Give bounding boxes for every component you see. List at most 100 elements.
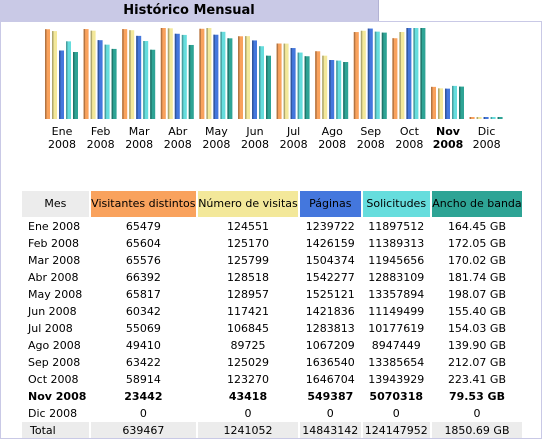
bar-visitors <box>392 38 398 120</box>
bar-hits <box>104 44 110 119</box>
bar-visitors <box>199 28 205 119</box>
bar-shadow <box>167 28 170 120</box>
bar-shadow <box>45 29 47 119</box>
cell-pages: 1421836 <box>305 304 355 318</box>
bar-shadow <box>343 62 345 119</box>
cell-month: Mar 2008 <box>28 253 81 267</box>
bar-pages <box>174 33 180 119</box>
bar-shadow <box>104 44 107 119</box>
cell-month: Ago 2008 <box>28 338 81 352</box>
table-row: Feb 2008 65604 125170 1426159 11389313 172.05… <box>22 235 522 251</box>
tick-text: 2008 <box>318 138 347 151</box>
bar-visitors <box>276 43 282 119</box>
cell-pages: 1283813 <box>305 321 355 335</box>
bar-shadow <box>438 88 440 119</box>
bar-hits <box>452 85 457 119</box>
bar-shadow <box>304 56 307 119</box>
bar-shadow <box>143 41 145 120</box>
month-tick-label: Feb 2008 <box>81 125 121 151</box>
bar-pages <box>252 40 257 119</box>
monthly-bar-chart <box>45 28 503 120</box>
table-row: Ago 2008 49410 89725 1067209 8947449 139.90 G… <box>22 337 522 353</box>
bar-visitors <box>45 29 50 119</box>
cell-month: Feb 2008 <box>28 236 79 250</box>
bar-visitors <box>353 32 359 119</box>
cell-pages: 1542277 <box>305 270 355 284</box>
bar-visitors <box>238 36 243 119</box>
month-tick-label: Jul 2008 <box>274 125 314 151</box>
cell-month: Dic 2008 <box>28 406 78 420</box>
bar-shadow <box>297 52 300 119</box>
tick-text: 2008 <box>163 138 192 151</box>
bar-shadow <box>322 55 324 119</box>
month-tick-label: Abr 2008 <box>158 125 198 151</box>
cell-visits: 0 <box>244 406 252 420</box>
bar-bandwidth <box>266 55 271 119</box>
cell-visitors: 58914 <box>125 372 161 386</box>
bar-bandwidth <box>497 117 503 119</box>
tick-text: 2008 <box>432 138 464 151</box>
cell-hits: 11897512 <box>368 219 425 233</box>
cell-visits: 89725 <box>230 338 266 352</box>
cell-hits: 13357894 <box>368 287 425 301</box>
bar-shadow <box>259 46 261 120</box>
bar-shadow <box>206 28 208 119</box>
bar-visitors <box>122 29 128 120</box>
bar-shadow <box>174 33 177 119</box>
cell-bandwidth: 198.07 GB <box>447 287 506 301</box>
bar-pages <box>97 40 103 119</box>
bar-visits <box>360 30 366 120</box>
cell-hits: 13943929 <box>368 372 425 386</box>
bar-pages <box>59 50 64 119</box>
bar-shadow <box>399 32 401 119</box>
cell-visitors: 65817 <box>125 287 161 301</box>
cell-visits: 1241052 <box>197 422 299 438</box>
bar-shadow <box>245 36 247 119</box>
cell-visitors: 55069 <box>125 321 161 335</box>
cell-hits: 13385654 <box>368 355 425 369</box>
month-tick-label: May 2008 <box>196 125 236 151</box>
cell-pages: 549387 <box>307 389 354 403</box>
cell-bandwidth: 223.41 GB <box>447 372 506 386</box>
bar-shadow <box>290 48 293 119</box>
bar-bandwidth <box>227 38 233 119</box>
bar-shadow <box>220 31 222 119</box>
cell-hits: 124147952 <box>362 422 430 438</box>
bar-bandwidth <box>459 86 464 119</box>
bar-shadow <box>445 88 447 119</box>
tick-text: Jun <box>246 125 264 138</box>
bar-pages <box>483 117 489 119</box>
cell-hits: 0 <box>392 406 400 420</box>
table-total-row: Total 639467 1241052 14843142 124147952 1850.… <box>22 422 522 438</box>
bar-shadow <box>367 28 370 119</box>
bar-shadow <box>283 43 286 119</box>
cell-pages: 1646704 <box>305 372 355 386</box>
cell-visitors: 60342 <box>125 304 161 318</box>
monthly-stats-table: Mes Visitantes distintos Número de visit… <box>20 190 524 439</box>
bar-visits <box>399 32 405 119</box>
tick-text: 2008 <box>279 138 308 151</box>
bar-shadow <box>213 34 215 119</box>
cell-visits: 123270 <box>226 372 269 386</box>
bar-visits <box>438 88 443 119</box>
cell-pages: 14843142 <box>300 422 361 438</box>
bar-shadow <box>315 51 317 119</box>
bar-visits <box>476 117 482 119</box>
monthly-history-panel: Ene 2008 Feb 2008 Mar 2008 Abr 2008 May 2008 Jun 20… <box>0 21 542 439</box>
tick-text: May <box>205 125 228 138</box>
header-hits: Solicitudes <box>362 191 430 217</box>
bar-shadow <box>83 29 86 119</box>
bar-visits <box>167 28 173 120</box>
bar-bandwidth <box>111 48 117 119</box>
cell-month: Total <box>22 422 89 438</box>
month-tick-label: Dic 2008 <box>467 125 507 151</box>
cell-pages: 1636540 <box>305 355 355 369</box>
month-tick-label: Mar 2008 <box>119 125 159 151</box>
cell-hits: 12883109 <box>368 270 425 284</box>
title-tab: Histórico Mensual <box>0 0 379 21</box>
bar-visits <box>129 30 135 120</box>
tick-text: 2008 <box>86 138 115 151</box>
bar-shadow <box>238 36 240 119</box>
table-row: Jun 2008 60342 117421 1421836 11149499 155.40… <box>22 303 522 319</box>
bar-hits <box>490 117 496 119</box>
